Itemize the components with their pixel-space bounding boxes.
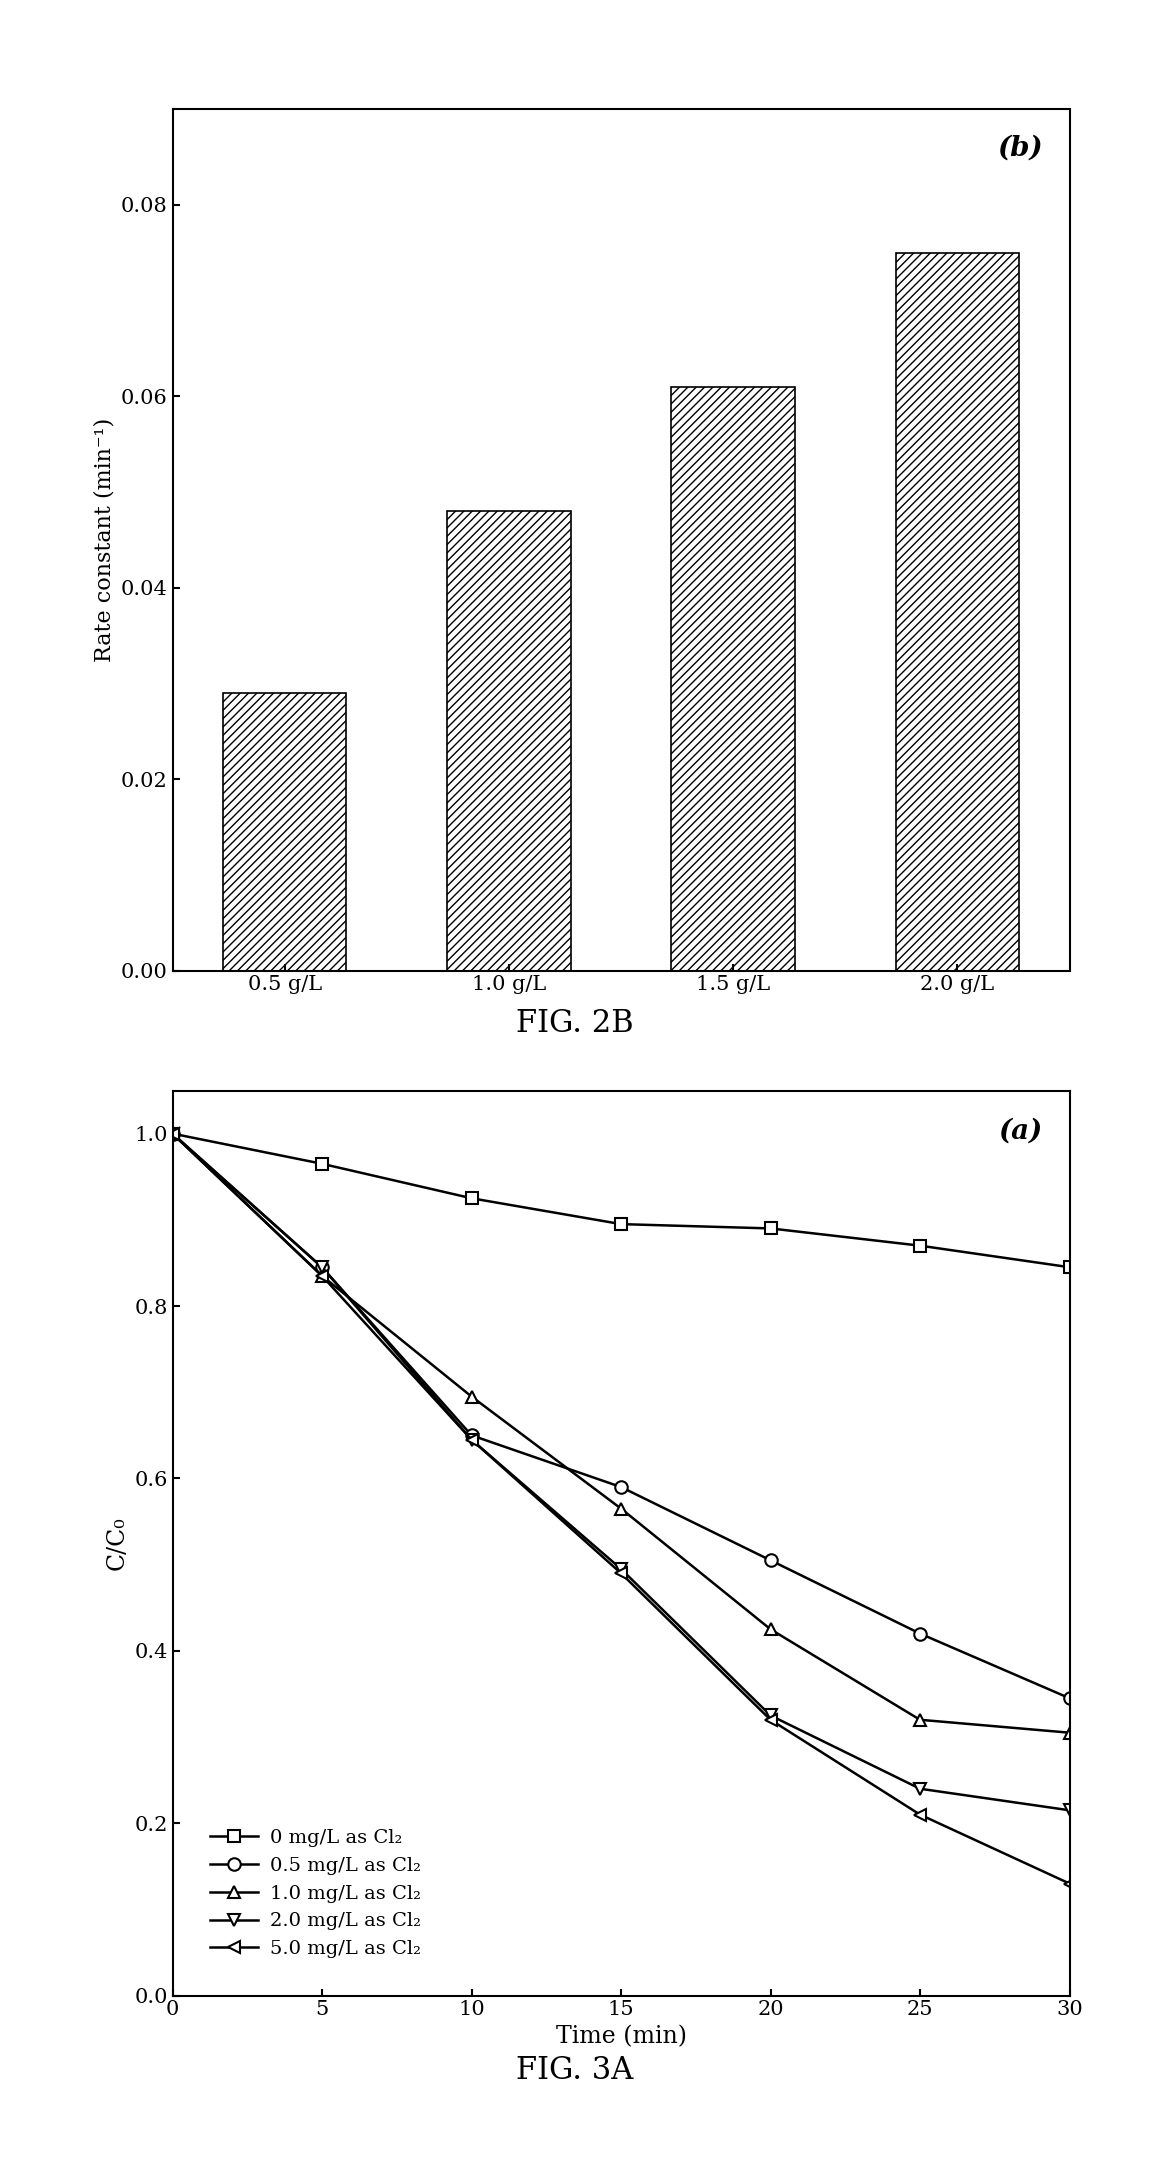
Line: 1.0 mg/L as Cl₂: 1.0 mg/L as Cl₂ (167, 1128, 1075, 1738)
0.5 mg/L as Cl₂ (465, 1422, 478, 1448)
0.5 mg/L as Cl₂ (166, 1121, 179, 1147)
5.0 mg/L as Cl₂ (465, 1426, 478, 1453)
0 mg/L as Cl₂ (913, 1232, 927, 1258)
5.0 mg/L as Cl₂ (764, 1708, 777, 1734)
Line: 2.0 mg/L as Cl₂: 2.0 mg/L as Cl₂ (167, 1128, 1075, 1817)
2.0 mg/L as Cl₂ (1063, 1797, 1076, 1823)
Bar (223, 694, 346, 971)
Bar (447, 510, 570, 971)
0 mg/L as Cl₂ (166, 1121, 179, 1147)
X-axis label: Time (min): Time (min) (555, 2024, 687, 2048)
5.0 mg/L as Cl₂ (315, 1263, 329, 1289)
1.0 mg/L as Cl₂ (614, 1496, 628, 1522)
2.0 mg/L as Cl₂ (465, 1426, 478, 1453)
Line: 5.0 mg/L as Cl₂: 5.0 mg/L as Cl₂ (167, 1128, 1075, 1889)
1.0 mg/L as Cl₂ (315, 1263, 329, 1289)
1.0 mg/L as Cl₂ (1063, 1719, 1076, 1745)
Line: 0 mg/L as Cl₂: 0 mg/L as Cl₂ (167, 1128, 1075, 1274)
0.5 mg/L as Cl₂ (614, 1474, 628, 1501)
0.5 mg/L as Cl₂ (913, 1620, 927, 1647)
5.0 mg/L as Cl₂ (913, 1802, 927, 1828)
Y-axis label: C/C₀: C/C₀ (106, 1516, 129, 1570)
1.0 mg/L as Cl₂ (166, 1121, 179, 1147)
5.0 mg/L as Cl₂ (614, 1559, 628, 1586)
Text: FIG. 2B: FIG. 2B (516, 1008, 634, 1038)
0.5 mg/L as Cl₂ (1063, 1686, 1076, 1712)
0 mg/L as Cl₂ (465, 1184, 478, 1210)
Line: 0.5 mg/L as Cl₂: 0.5 mg/L as Cl₂ (167, 1128, 1075, 1706)
5.0 mg/L as Cl₂ (1063, 1871, 1076, 1897)
2.0 mg/L as Cl₂ (614, 1555, 628, 1581)
0 mg/L as Cl₂ (764, 1215, 777, 1241)
Bar (896, 253, 1019, 971)
0.5 mg/L as Cl₂ (764, 1546, 777, 1573)
2.0 mg/L as Cl₂ (166, 1121, 179, 1147)
1.0 mg/L as Cl₂ (913, 1708, 927, 1734)
Bar (672, 386, 795, 971)
Text: (a): (a) (998, 1117, 1043, 1145)
2.0 mg/L as Cl₂ (315, 1254, 329, 1280)
2.0 mg/L as Cl₂ (764, 1703, 777, 1730)
2.0 mg/L as Cl₂ (913, 1775, 927, 1802)
Text: (b): (b) (997, 135, 1043, 161)
Text: FIG. 3A: FIG. 3A (516, 2055, 634, 2085)
0.5 mg/L as Cl₂ (315, 1254, 329, 1280)
Y-axis label: Rate constant (min⁻¹): Rate constant (min⁻¹) (93, 419, 115, 661)
0 mg/L as Cl₂ (1063, 1254, 1076, 1280)
5.0 mg/L as Cl₂ (166, 1121, 179, 1147)
0 mg/L as Cl₂ (614, 1210, 628, 1237)
Legend: 0 mg/L as Cl₂, 0.5 mg/L as Cl₂, 1.0 mg/L as Cl₂, 2.0 mg/L as Cl₂, 5.0 mg/L as Cl: 0 mg/L as Cl₂, 0.5 mg/L as Cl₂, 1.0 mg/L… (200, 1819, 431, 1967)
1.0 mg/L as Cl₂ (764, 1616, 777, 1642)
0 mg/L as Cl₂ (315, 1152, 329, 1178)
1.0 mg/L as Cl₂ (465, 1383, 478, 1409)
